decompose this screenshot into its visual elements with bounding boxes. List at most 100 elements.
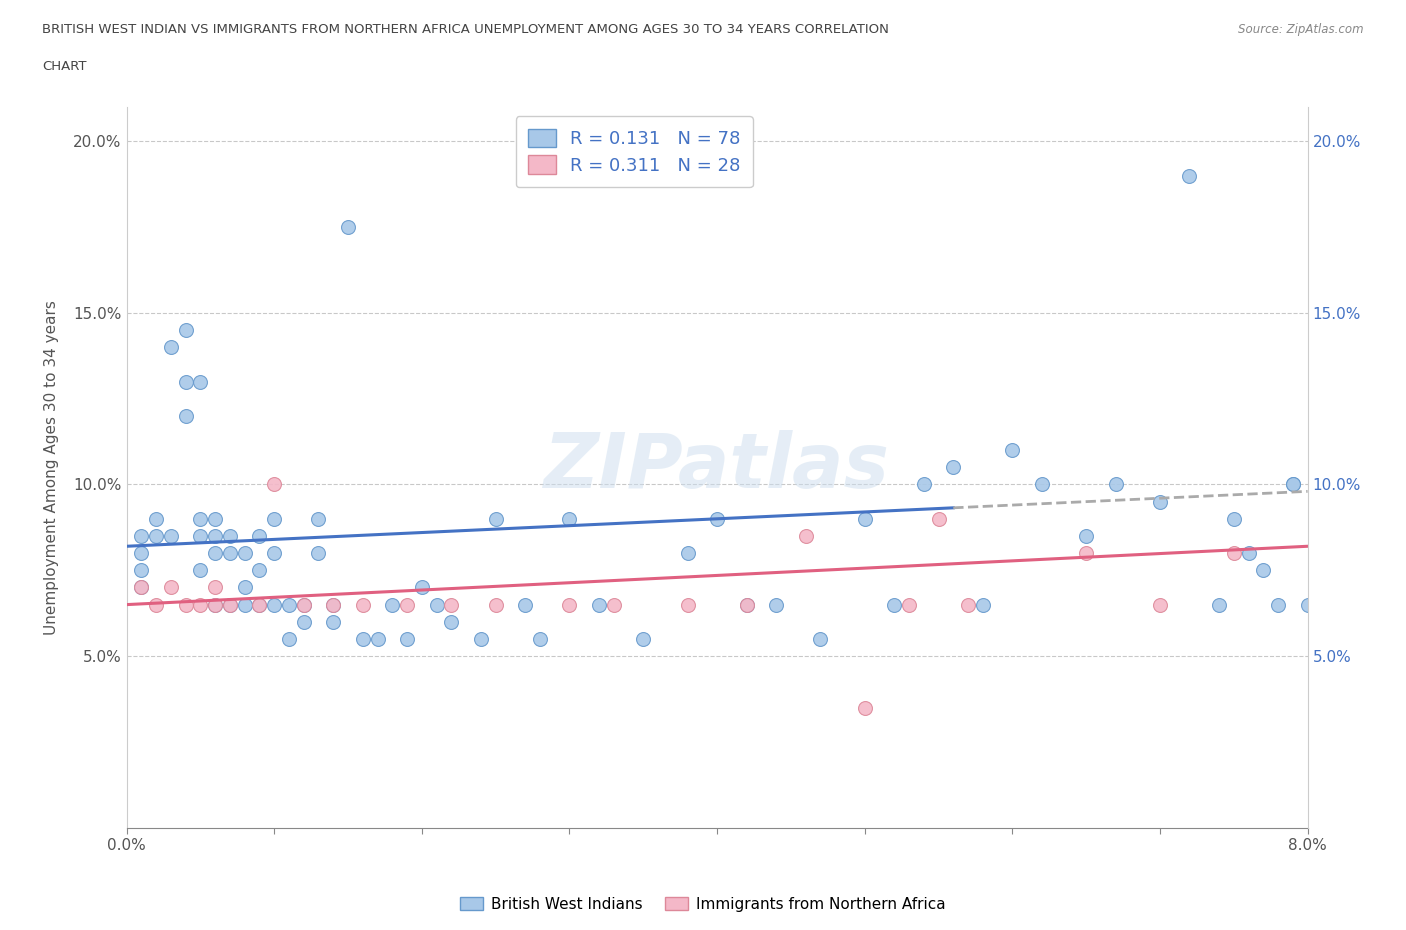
Point (1031, 477, 1053, 492)
Point (1282, 477, 1305, 492)
Point (588, 597, 610, 612)
Point (352, 631, 374, 646)
Point (263, 546, 285, 561)
Point (425, 597, 447, 612)
Point (145, 512, 167, 526)
Point (603, 597, 626, 612)
Point (188, 374, 211, 389)
Point (1296, 597, 1319, 612)
Point (322, 597, 344, 612)
Point (1237, 546, 1260, 561)
Point (160, 339, 183, 354)
Point (558, 512, 581, 526)
Point (1105, 477, 1128, 492)
Point (204, 546, 226, 561)
Point (1149, 494, 1171, 509)
Point (204, 580, 226, 595)
Text: CHART: CHART (42, 60, 87, 73)
Point (247, 528, 270, 543)
Point (1076, 546, 1098, 561)
Point (810, 631, 832, 646)
Point (322, 597, 344, 612)
Point (322, 615, 344, 630)
Point (188, 563, 211, 578)
Point (160, 580, 183, 595)
Point (247, 563, 270, 578)
Point (1282, 477, 1305, 492)
Point (188, 512, 211, 526)
Point (145, 597, 167, 612)
Point (1149, 597, 1171, 612)
Point (529, 631, 551, 646)
Point (174, 597, 197, 612)
Point (204, 528, 226, 543)
Point (352, 597, 374, 612)
Point (219, 546, 242, 561)
Point (247, 597, 270, 612)
Point (1178, 168, 1201, 183)
Point (233, 546, 256, 561)
Point (337, 219, 360, 234)
Point (1076, 528, 1098, 543)
Point (219, 597, 242, 612)
Point (912, 477, 935, 492)
Point (292, 597, 315, 612)
Point (129, 580, 153, 595)
Text: BRITISH WEST INDIAN VS IMMIGRANTS FROM NORTHERN AFRICA UNEMPLOYMENT AMONG AGES 3: BRITISH WEST INDIAN VS IMMIGRANTS FROM N… (42, 23, 889, 36)
Point (129, 580, 153, 595)
Point (204, 597, 226, 612)
Point (956, 597, 979, 612)
Point (204, 512, 226, 526)
Point (1251, 563, 1274, 578)
Point (1208, 597, 1230, 612)
Point (515, 597, 537, 612)
Point (307, 546, 329, 561)
Point (129, 563, 153, 578)
Point (219, 528, 242, 543)
Point (440, 597, 463, 612)
Point (897, 597, 920, 612)
Point (735, 597, 758, 612)
Point (145, 528, 167, 543)
Point (1222, 512, 1246, 526)
Point (263, 597, 285, 612)
Point (160, 528, 183, 543)
Point (381, 597, 404, 612)
Point (219, 597, 242, 612)
Legend: British West Indians, Immigrants from Northern Africa: British West Indians, Immigrants from No… (454, 890, 952, 918)
Point (794, 528, 817, 543)
Point (263, 477, 285, 492)
Point (765, 597, 787, 612)
Y-axis label: Unemployment Among Ages 30 to 34 years: Unemployment Among Ages 30 to 34 years (45, 299, 59, 635)
Point (188, 528, 211, 543)
Point (883, 597, 905, 612)
Point (233, 597, 256, 612)
Point (174, 408, 197, 423)
Point (129, 546, 153, 561)
Point (278, 631, 301, 646)
Point (396, 631, 419, 646)
Point (263, 512, 285, 526)
Point (928, 512, 950, 526)
Point (942, 460, 965, 475)
Point (853, 512, 876, 526)
Point (853, 700, 876, 715)
Point (247, 597, 270, 612)
Point (676, 546, 699, 561)
Text: ZIPatlas: ZIPatlas (544, 431, 890, 504)
Point (174, 374, 197, 389)
Point (366, 631, 388, 646)
Point (706, 512, 728, 526)
Point (278, 597, 301, 612)
Point (307, 512, 329, 526)
Point (440, 615, 463, 630)
Legend: R = 0.131   N = 78, R = 0.311   N = 28: R = 0.131 N = 78, R = 0.311 N = 28 (516, 116, 754, 187)
Point (735, 597, 758, 612)
Point (174, 323, 197, 338)
Point (411, 580, 433, 595)
Point (396, 597, 419, 612)
Point (470, 631, 492, 646)
Point (972, 597, 994, 612)
Point (204, 597, 226, 612)
Point (633, 631, 655, 646)
